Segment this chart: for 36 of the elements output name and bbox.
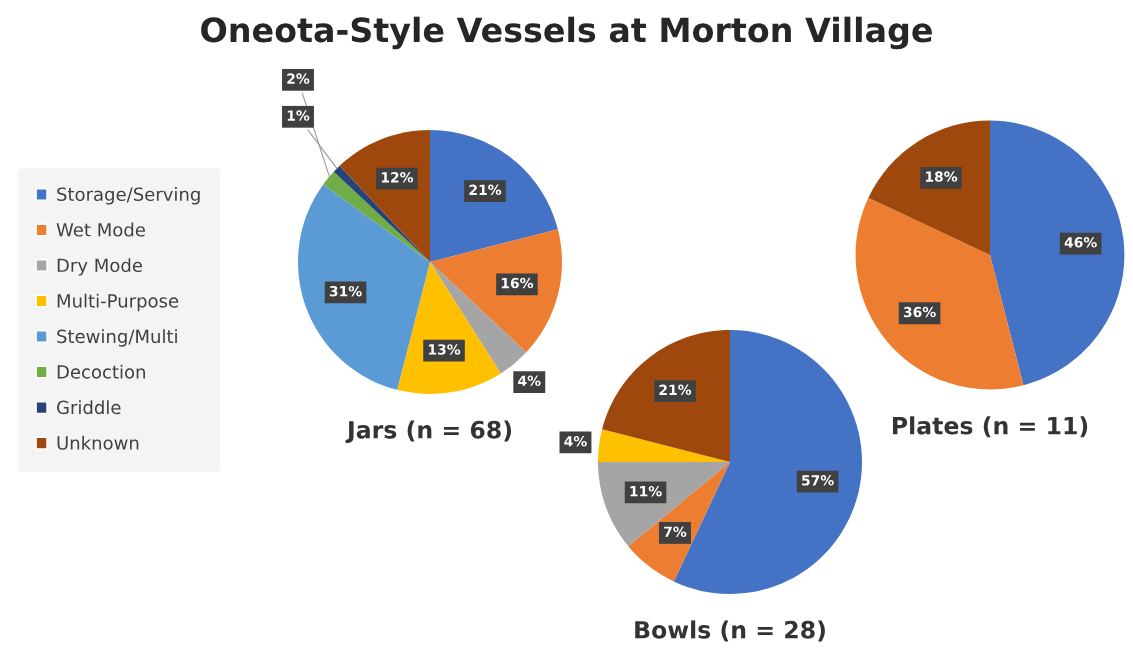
pie-slice [430, 130, 558, 262]
data-label: 31% [329, 285, 362, 297]
pie-slice [855, 197, 1024, 390]
data-label: 18% [925, 171, 958, 182]
data-label: 4% [518, 375, 541, 387]
data-label: 21% [469, 184, 502, 196]
pie-slice [430, 229, 562, 353]
legend-label: Decoction [57, 364, 145, 379]
data-label: 2% [287, 73, 310, 84]
legend-label: Dry Mode [57, 258, 142, 276]
data-label: 4% [564, 436, 587, 447]
data-label: 57% [802, 475, 834, 486]
data-label: 12% [381, 172, 414, 183]
text: Jars (n = 68) [345, 420, 512, 444]
legend-label: Stewing/Multi [57, 329, 177, 347]
pie-slice [990, 120, 1125, 386]
text: Bowls (n = 28) [635, 620, 825, 642]
pie-slice [868, 120, 990, 255]
legend-label: Multi-Purpose [57, 293, 179, 312]
text: Plates (n = 11) [892, 416, 1088, 438]
pie-slice [602, 330, 730, 462]
legend-label: Griddle [57, 400, 121, 415]
legend-label: Wet Mode [56, 222, 145, 237]
data-label: 46% [1064, 237, 1097, 248]
data-label: 7% [664, 526, 687, 537]
data-label: 16% [501, 277, 534, 289]
data-label: 11% [630, 485, 662, 497]
legend-label: Storage/Serving [57, 187, 200, 205]
pie-slice [598, 429, 730, 462]
data-label: 13% [428, 344, 461, 355]
legend-label: Unknown [57, 435, 139, 450]
data-label: 36% [903, 306, 936, 318]
data-label: 21% [659, 384, 692, 396]
pie-slice [298, 184, 430, 390]
data-label: 1% [287, 110, 310, 121]
chart-title: Oneota-Style Vessels at Morton Village [201, 16, 932, 50]
